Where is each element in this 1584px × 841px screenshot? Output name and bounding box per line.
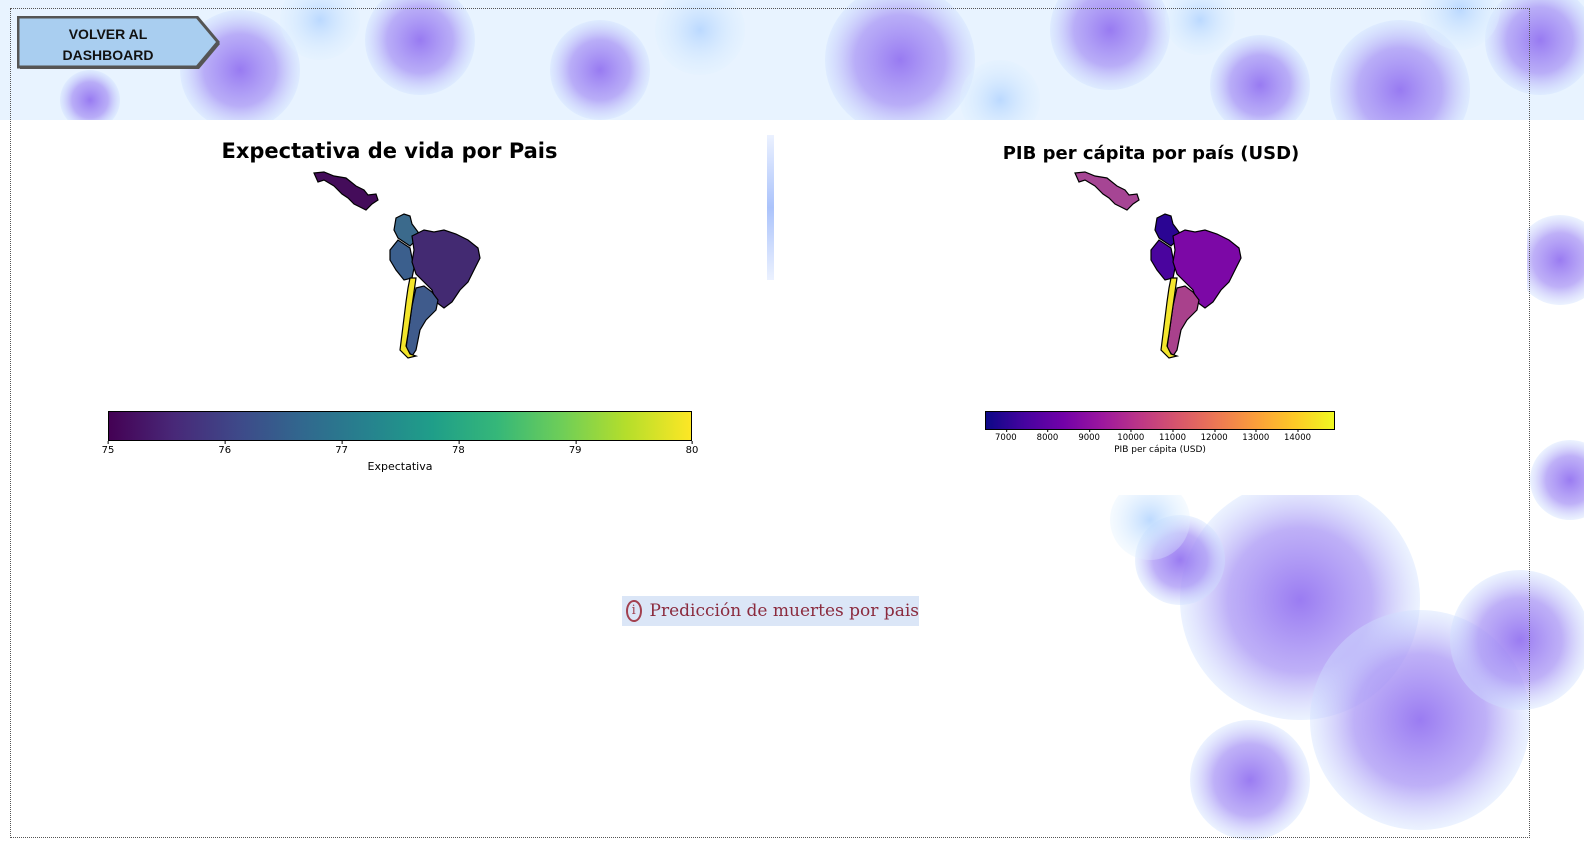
chart-title: PIB per cápita por país (USD)	[1002, 143, 1300, 164]
colorbar-tick-label: 76	[218, 441, 232, 456]
colorbar-tick-label: 14000	[1283, 429, 1312, 443]
colorbar-tick-label: 10000	[1117, 429, 1145, 443]
colorbar-tick-label: 8000	[1036, 429, 1059, 443]
back-button-label: VOLVER AL DASHBOARD	[62, 26, 154, 63]
region-chile	[1160, 277, 1180, 359]
decorative-strip	[766, 135, 774, 280]
colorbar-tick-label: 11000	[1158, 429, 1187, 443]
back-to-dashboard-button[interactable]: VOLVER AL DASHBOARD	[17, 16, 223, 72]
colorbar-tick-label: 75	[101, 441, 115, 456]
colorbar-tick-label: 77	[335, 441, 348, 456]
region-brazil	[1172, 229, 1242, 309]
colorbar-gdp	[985, 411, 1335, 430]
colorbar-tick-label: 7000	[995, 429, 1017, 443]
colorbar-label: PIB per cápita (USD)	[1114, 445, 1206, 455]
colorbar-tick-label: 13000	[1242, 429, 1270, 443]
colorbar-tick-label: 80	[685, 441, 699, 456]
region-chile	[399, 277, 419, 359]
colorbar-tick-label: 9000	[1078, 429, 1100, 443]
colorbar-tick-label: 78	[452, 441, 465, 456]
colorbar-label: Expectativa	[367, 460, 433, 473]
region-mexico	[313, 171, 379, 211]
life-expectancy-map	[313, 171, 481, 359]
prediction-link-label: Predicción de muertes por pais	[649, 601, 919, 621]
region-mexico	[1074, 171, 1140, 211]
prediction-deaths-link[interactable]: i Predicción de muertes por pais	[622, 596, 919, 626]
colorbar-tick-label: 79	[568, 441, 582, 456]
page-frame	[10, 8, 1530, 838]
gdp-per-capita-chart: PIB per cápita por país (USD) 7000 8000 90…	[775, 120, 1527, 495]
life-expectancy-chart: Expectativa de vida por Pais 75 76 77 78 79 8…	[12, 120, 767, 495]
colorbar-tick-label: 12000	[1200, 429, 1228, 443]
gdp-per-capita-map	[1074, 171, 1242, 359]
chart-title: Expectativa de vida por Pais	[221, 139, 558, 163]
region-brazil	[411, 229, 481, 309]
info-circle-icon: i	[626, 600, 642, 622]
colorbar-life-expectancy	[108, 411, 692, 441]
